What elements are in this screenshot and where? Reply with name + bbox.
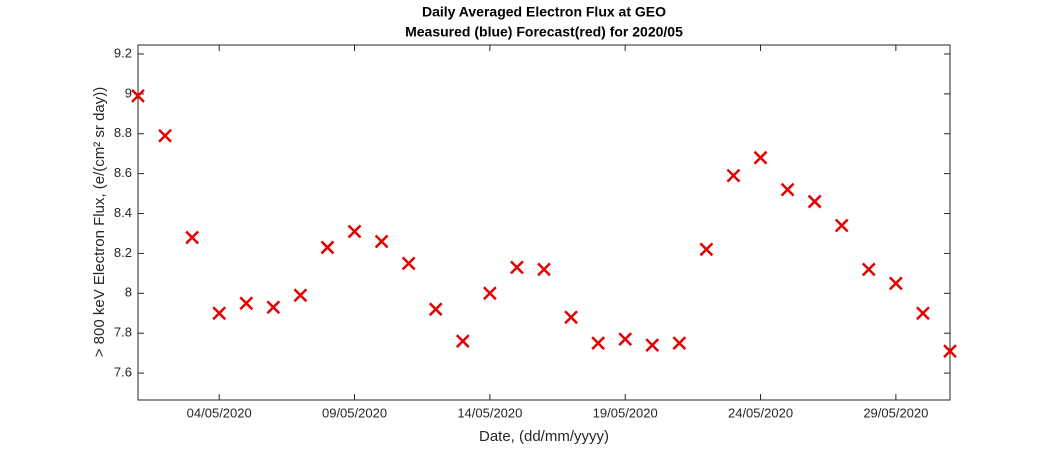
data-point: [374, 234, 389, 249]
plot-frame: [137, 44, 951, 401]
y-tick-label: 8.4: [114, 205, 132, 220]
x-axis-label: Date, (dd/mm/yyyy): [479, 428, 609, 445]
data-point: [672, 336, 687, 351]
data-point: [185, 230, 200, 245]
data-point: [861, 262, 876, 277]
data-point: [618, 332, 633, 347]
data-point: [158, 128, 172, 143]
data-point: [428, 302, 443, 317]
data-point: [239, 296, 254, 311]
chart-title: Daily Averaged Electron Flux at GEO: [422, 4, 666, 20]
data-point: [726, 168, 741, 183]
y-tick-label: 7.6: [114, 365, 132, 380]
data-point: [753, 150, 768, 165]
y-tick-label: 8.2: [114, 245, 132, 260]
data-point: [943, 344, 957, 359]
data-point: [807, 194, 822, 209]
y-tick-label: 8: [125, 285, 132, 300]
data-point: [482, 286, 497, 301]
y-tick-label: 8.8: [114, 125, 132, 140]
data-point: [537, 262, 551, 277]
x-tick-label: 09/05/2020: [322, 405, 387, 420]
data-point: [888, 276, 903, 291]
x-tick-label: 29/05/2020: [863, 405, 928, 420]
data-point: [916, 306, 930, 321]
data-point: [266, 300, 281, 315]
x-tick-label: 14/05/2020: [457, 405, 522, 420]
data-point: [131, 88, 145, 103]
data-point: [645, 338, 660, 353]
data-point: [699, 242, 714, 257]
chart-subtitle: Measured (blue) Forecast(red) for 2020/0…: [405, 24, 683, 40]
data-point: [510, 260, 524, 275]
data-point: [780, 182, 795, 197]
x-tick-label: 19/05/2020: [593, 405, 658, 420]
x-tick-label: 04/05/2020: [187, 405, 252, 420]
data-point: [455, 334, 470, 349]
data-point: [212, 306, 227, 321]
data-point: [834, 218, 849, 233]
data-point: [564, 310, 578, 325]
y-tick-label: 8.6: [114, 165, 132, 180]
data-point: [401, 256, 416, 271]
data-point: [347, 224, 362, 239]
data-point: [591, 336, 606, 351]
x-tick-label: 24/05/2020: [728, 405, 793, 420]
data-point: [320, 240, 335, 255]
data-point: [293, 288, 308, 303]
y-axis-label: > 800 keV Electron Flux, (e/(cm² sr day)…: [91, 87, 108, 358]
y-tick-label: 9: [125, 85, 132, 100]
y-tick-label: 9.2: [114, 45, 132, 60]
y-tick-label: 7.8: [114, 325, 132, 340]
